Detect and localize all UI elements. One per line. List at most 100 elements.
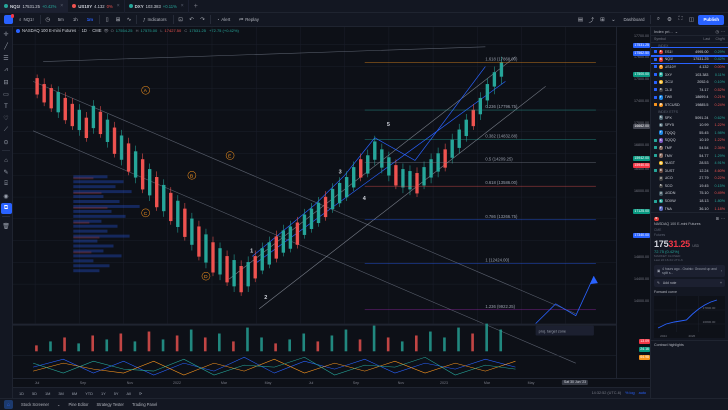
search-glass-icon[interactable]: ⌕ bbox=[656, 16, 661, 22]
watchlist-title[interactable]: Index pri... bbox=[654, 28, 673, 34]
watchlist-row[interactable]: C CL1! 74.17 0.52% bbox=[651, 86, 728, 94]
chart-canvas[interactable]: 1.618 (17868.00) 0.236 (17796.75) 0.382 … bbox=[13, 27, 616, 378]
chart-tab-0[interactable]: NQ1! 17531.25 +0.42% × bbox=[0, 0, 69, 13]
add-tab-button[interactable]: + bbox=[193, 2, 198, 10]
panel-strategy-tester[interactable]: Strategy Tester bbox=[96, 402, 124, 407]
search-button[interactable]: ⌕ NQ1! bbox=[16, 15, 37, 25]
timeframe-ytd[interactable]: YTD bbox=[85, 390, 93, 396]
publish-button[interactable]: Publish bbox=[698, 14, 724, 25]
refresh-icon[interactable]: ⟳ bbox=[138, 390, 143, 396]
watchlist-row[interactable]: T TQQQ 55.45 1.98% bbox=[651, 129, 728, 137]
interval-1h[interactable]: 1h bbox=[72, 17, 78, 22]
legend-interval[interactable]: 1D bbox=[81, 28, 87, 33]
chart-tab-1[interactable]: US10Y 4.132 0% × bbox=[68, 0, 125, 13]
watchlist-row[interactable]: D DUST 12.24 4.60% bbox=[651, 167, 728, 175]
layout-icon[interactable]: ⊞ bbox=[715, 216, 719, 222]
panel-trading-panel[interactable]: Trading Panel bbox=[131, 402, 158, 407]
replay-button[interactable]: ⏮ Replay bbox=[236, 15, 262, 25]
close-icon[interactable]: × bbox=[180, 3, 184, 9]
add-note-button[interactable]: ✎ Add note + bbox=[654, 279, 725, 288]
more-icon[interactable]: ⋯ bbox=[721, 28, 725, 34]
dashboard-label[interactable]: Dashboard bbox=[623, 17, 645, 22]
watchlist-row[interactable]: D DXY 103.383 0.11% bbox=[651, 71, 728, 79]
watchlist-row[interactable]: N NUGT 28.53 4.91% bbox=[651, 159, 728, 167]
chevron-down-icon[interactable]: ⌄ bbox=[674, 28, 679, 34]
timeframe-5d[interactable]: 5D bbox=[31, 390, 37, 396]
hide-drawings-tool-icon[interactable]: ◉ bbox=[3, 194, 9, 200]
chevron-down-icon[interactable]: ⌄ bbox=[57, 402, 61, 407]
forward-curve-chart[interactable]: 17800.00 16800.00 2024 2026 bbox=[654, 296, 725, 339]
eye-icon[interactable]: 👁 bbox=[103, 28, 109, 33]
time-axis[interactable]: Jul Sep Nov 2022 Mar May Jul Sep Nov 202… bbox=[13, 378, 650, 387]
timeframe-3m[interactable]: 3M bbox=[58, 390, 64, 396]
prediction-tool-icon[interactable]: ⊟ bbox=[3, 80, 9, 86]
note-card[interactable]: ▣ 4 hours ago - Grainic: Ground up and s… bbox=[654, 265, 725, 278]
col-chg[interactable]: Chg% bbox=[715, 37, 725, 41]
magnet-tool-icon[interactable]: ⌂ bbox=[4, 157, 8, 164]
remove-drawings-tool-icon[interactable]: 🗑 bbox=[2, 224, 10, 230]
shapes-tool-icon[interactable]: ▭ bbox=[3, 92, 9, 98]
cursor-tool-icon[interactable]: ✛ bbox=[3, 32, 9, 38]
more-icon[interactable]: ⋯ bbox=[721, 216, 725, 222]
redo-icon[interactable]: ↷ bbox=[200, 16, 205, 23]
trendline-tool-icon[interactable]: ╱ bbox=[4, 44, 8, 50]
undo-icon[interactable]: ↶ bbox=[189, 16, 194, 23]
timeframe-1y[interactable]: 1Y bbox=[100, 390, 106, 396]
zoom-tool-icon[interactable]: ⊙ bbox=[3, 140, 9, 146]
fullscreen-icon[interactable]: ⛶ bbox=[678, 16, 683, 22]
clock-icon[interactable]: ◷ bbox=[715, 28, 720, 34]
chart-style-icon[interactable]: ∿ bbox=[126, 16, 132, 23]
watchlist-row[interactable]: T TMF 54.54 2.36% bbox=[651, 144, 728, 152]
panel-pine-editor[interactable]: Pine Editor bbox=[68, 402, 89, 407]
camera-icon[interactable]: ▤ bbox=[577, 16, 584, 23]
timeframe-6m[interactable]: 6M bbox=[71, 390, 78, 396]
watchlist-row[interactable]: T TWII 18699.4 0.21% bbox=[651, 94, 728, 102]
clock-icon[interactable]: ◷ bbox=[45, 16, 51, 23]
layout-icon[interactable]: ⊡ bbox=[178, 16, 183, 23]
watchlist-row[interactable]: T TNA 36.10 1.18% bbox=[651, 205, 728, 213]
watchlist[interactable]: INDEX E ES1! 4995.00 0.29% N NQ1! 17531.… bbox=[651, 43, 728, 212]
price-axis[interactable]: 17700.00 17600.00 17500.00 17400.00 1700… bbox=[616, 27, 650, 378]
share-icon[interactable]: ⤴ bbox=[588, 17, 595, 24]
timeframe-1m[interactable]: 1M bbox=[44, 390, 51, 396]
indicators-button[interactable]: ƒ Indicators bbox=[140, 15, 170, 25]
legend-symbol-name[interactable]: NASDAQ 100 E-mini Futures bbox=[22, 28, 77, 33]
panel-stock-screener[interactable]: Stock Screener bbox=[21, 402, 49, 407]
chevron-right-icon[interactable]: › bbox=[720, 269, 722, 274]
fib-tool-icon[interactable]: ☰ bbox=[3, 56, 9, 62]
watchlist-row[interactable]: U UGDN 75.10 0.49% bbox=[651, 190, 728, 198]
watchlist-row[interactable]: G GC1! 2052.6 0.10% bbox=[651, 78, 728, 86]
lock-tool-icon[interactable]: ⌸ bbox=[4, 181, 8, 187]
text-tool-icon[interactable]: T bbox=[4, 103, 8, 110]
interval-1m[interactable]: 1m bbox=[86, 17, 94, 22]
object-tree-tool-icon[interactable]: ⧉ bbox=[0, 203, 12, 214]
timeframe-5y[interactable]: 5Y bbox=[113, 390, 119, 396]
compare-icon[interactable]: ⊞ bbox=[115, 16, 121, 23]
plus-icon[interactable]: + bbox=[720, 281, 722, 286]
log-scale-toggle[interactable]: % log bbox=[625, 391, 635, 395]
interval-5m[interactable]: 5m bbox=[57, 17, 64, 22]
watchlist-row[interactable]: S SOXW 18.13 1.80% bbox=[651, 197, 728, 205]
gear-icon[interactable]: ⚙ bbox=[667, 16, 672, 23]
grid-icon[interactable]: ⊞ bbox=[600, 16, 605, 23]
timeframe-all[interactable]: All bbox=[126, 390, 131, 396]
alert-button[interactable]: ◔ Alert bbox=[214, 15, 234, 25]
col-last[interactable]: Last bbox=[703, 37, 710, 41]
watchlist-row[interactable]: S SQQQ 10.19 1.22% bbox=[651, 137, 728, 145]
pattern-tool-icon[interactable]: ⩘ bbox=[4, 67, 8, 73]
home-icon[interactable]: ⌂ bbox=[4, 400, 13, 409]
watchlist-row[interactable]: S SPY5 10.99 1.22% bbox=[651, 121, 728, 129]
measure-tool-icon[interactable]: ⟋ bbox=[3, 127, 9, 133]
col-symbol[interactable]: Symbol bbox=[654, 37, 666, 41]
watchlist-row[interactable]: S SPX 5091.24 0.62% bbox=[651, 114, 728, 122]
contract-highlights-title[interactable]: Contract highlights bbox=[651, 340, 728, 349]
watchlist-row-selected[interactable]: N NQ1! 17531.25 0.42% bbox=[651, 54, 728, 65]
price-pane[interactable]: 1.618 (17868.00) 0.236 (17796.75) 0.382 … bbox=[13, 27, 616, 378]
auto-scale-toggle[interactable]: auto bbox=[638, 391, 646, 395]
close-icon[interactable]: × bbox=[60, 3, 64, 9]
chevron-down-icon[interactable]: ⌄ bbox=[611, 16, 616, 23]
watchlist-row[interactable]: E ES1! 4995.00 0.29% bbox=[651, 47, 728, 57]
watchlist-row[interactable]: S SCO 19.45 0.15% bbox=[651, 182, 728, 190]
close-icon[interactable]: × bbox=[116, 3, 120, 9]
watchlist-row[interactable]: T TMV 54.77 1.29% bbox=[651, 152, 728, 160]
